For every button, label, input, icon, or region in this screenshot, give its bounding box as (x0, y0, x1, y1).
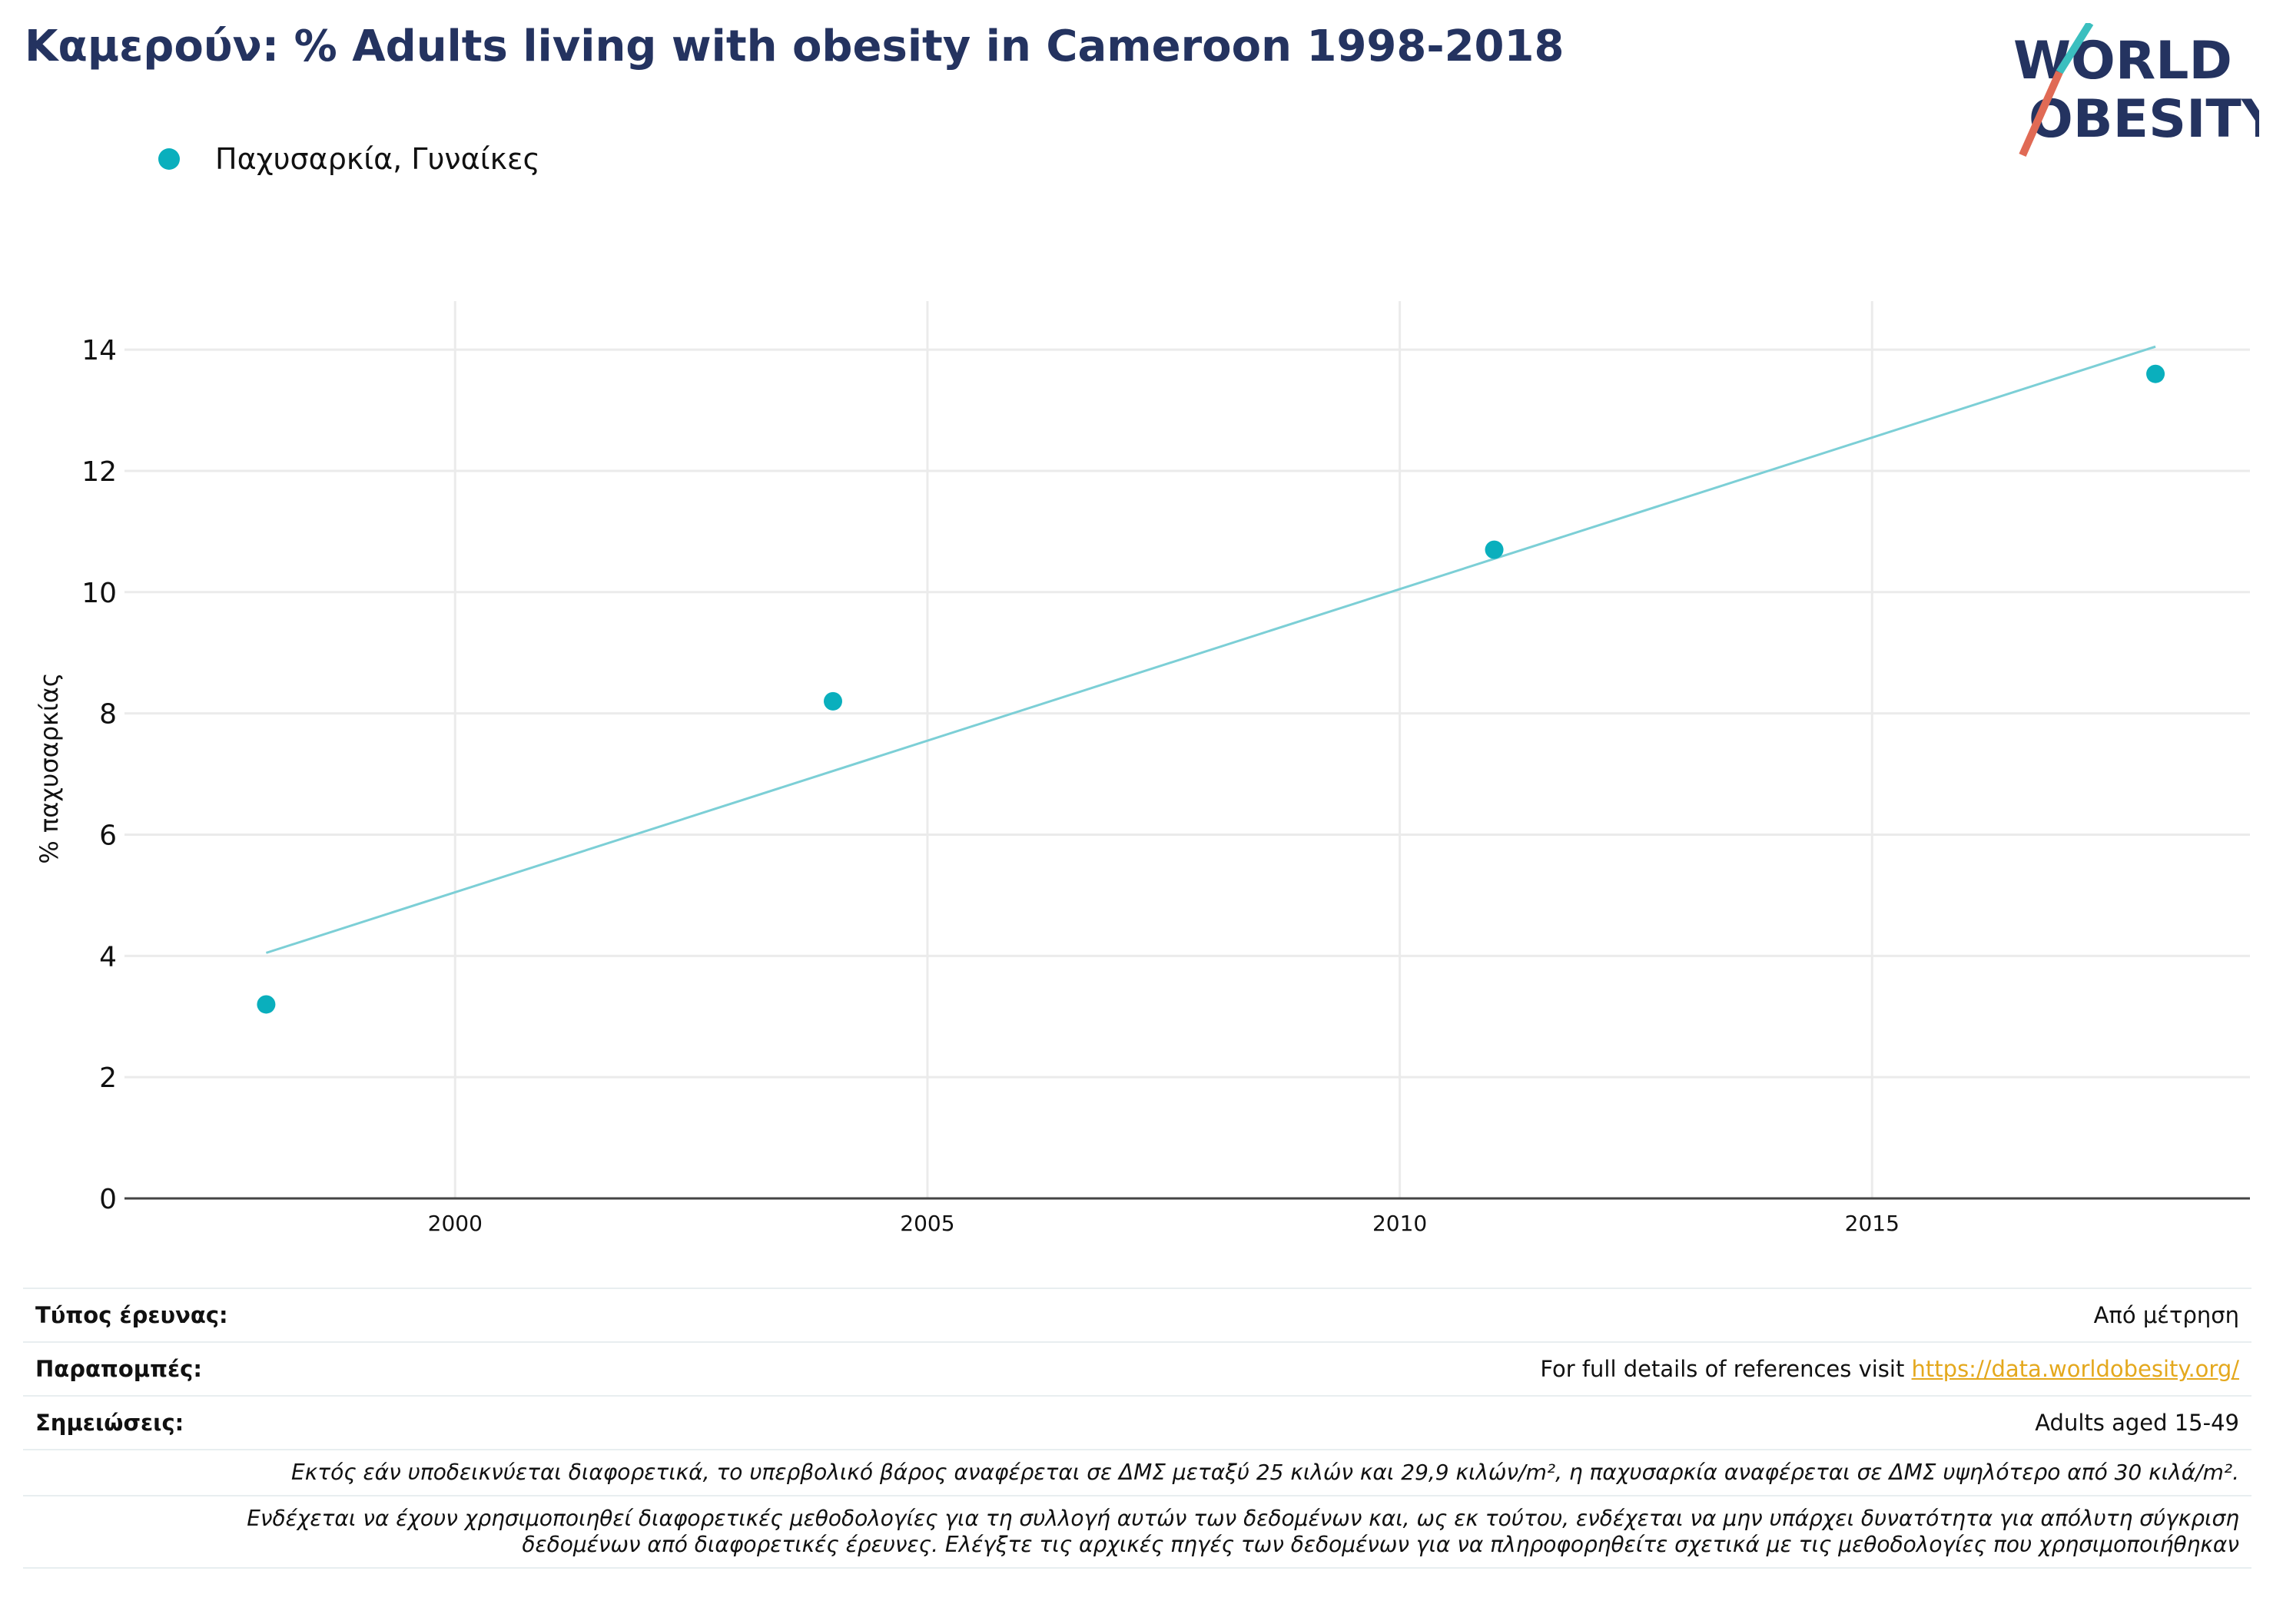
legend: Παχυσαρκία, Γυναίκες (158, 140, 540, 178)
y-tick-label: 6 (99, 820, 117, 851)
data-point (2146, 364, 2165, 383)
methodology-note: Ενδέχεται να έχουν χρησιμοποιηθεί διαφορ… (23, 1495, 2251, 1569)
references-value: For full details of references visit htt… (1540, 1356, 2239, 1382)
data-point (257, 995, 276, 1014)
survey-type-label: Τύπος έρευνας: (35, 1302, 228, 1328)
survey-type-value: Από μέτρηση (2093, 1302, 2239, 1328)
legend-marker (158, 148, 180, 170)
y-tick-label: 12 (81, 456, 117, 488)
y-tick-label: 2 (99, 1062, 117, 1094)
svg-text:OBESITY: OBESITY (2029, 89, 2259, 150)
svg-text:WORLD: WORLD (2013, 31, 2232, 91)
notes-label: Σημειώσεις: (35, 1410, 184, 1436)
data-point (1485, 540, 1504, 559)
y-tick-label: 14 (81, 335, 117, 366)
notes-value: Adults aged 15-49 (2035, 1410, 2239, 1436)
bmi-note: Εκτός εάν υποδεικνύεται διαφορετικά, το … (23, 1449, 2251, 1495)
references-row: Παραπομπές: For full details of referenc… (23, 1341, 2251, 1395)
y-axis-label: % παχυσαρκίας (35, 672, 64, 864)
y-tick-label: 4 (99, 941, 117, 973)
y-tick-label: 8 (99, 699, 117, 731)
references-link[interactable]: https://data.worldobesity.org/ (1911, 1356, 2239, 1382)
world-obesity-logo: WORLD OBESITY (2013, 23, 2259, 157)
x-tick-label: 2005 (900, 1211, 954, 1236)
legend-label: Παχυσαρκία, Γυναίκες (215, 142, 540, 176)
x-tick-label: 2000 (428, 1211, 483, 1236)
survey-type-row: Τύπος έρευνας: Από μέτρηση (23, 1288, 2251, 1341)
y-tick-label: 0 (99, 1184, 117, 1215)
x-tick-label: 2010 (1372, 1211, 1427, 1236)
references-label: Παραπομπές: (35, 1356, 202, 1382)
chart-title: Καμερούν: % Adults living with obesity i… (25, 22, 1565, 71)
y-tick-label: 10 (81, 578, 117, 609)
info-table: Τύπος έρευνας: Από μέτρηση Παραπομπές: F… (23, 1288, 2251, 1569)
data-point (824, 691, 842, 711)
x-tick-label: 2015 (1845, 1211, 1900, 1236)
notes-row: Σημειώσεις: Adults aged 15-49 (23, 1395, 2251, 1449)
chart-plot: 0 2 4 6 8 10 12 14 2000 2005 2010 2015 (81, 301, 2250, 1236)
trend-line (265, 345, 2156, 954)
